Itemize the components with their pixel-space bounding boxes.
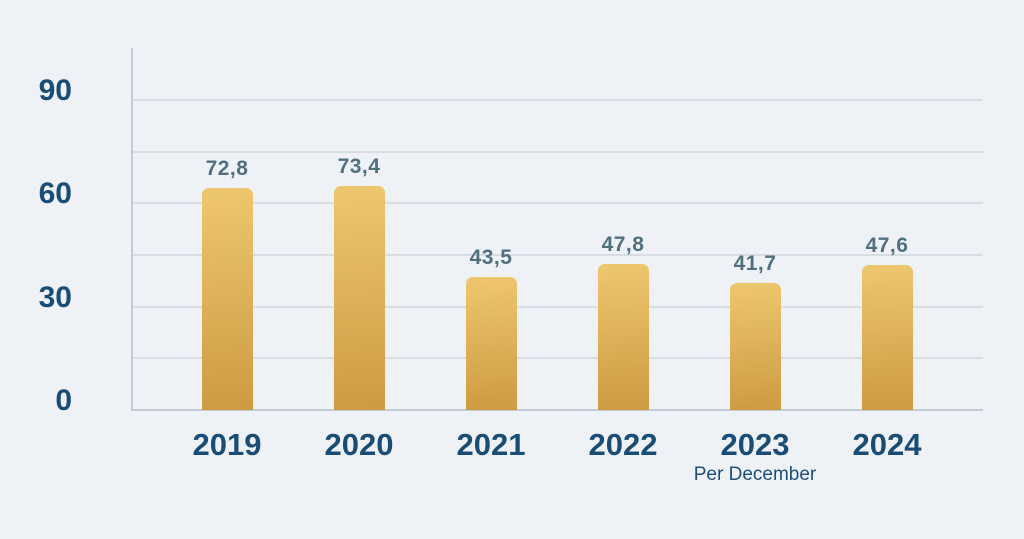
x-tick-2023: 2023: [720, 427, 790, 462]
bar-value-label-2022: 47,8: [601, 233, 645, 257]
bar-2022: [597, 264, 649, 410]
gridline-60: [133, 202, 983, 204]
gridline-90: [133, 99, 983, 101]
x-tick-2022: 2022: [588, 427, 658, 462]
x-tick-2021: 2021: [456, 427, 526, 462]
y-axis-line: [131, 48, 133, 410]
bar-column-2020: 73,4: [293, 155, 425, 410]
bar-value-label-2023: 41,7: [733, 251, 777, 275]
bar-2020: [333, 186, 385, 410]
y-tick-90: 90: [38, 74, 72, 107]
gridline-45: [133, 254, 983, 256]
bar-column-2024: 47,6: [821, 234, 953, 410]
bar-2024: [861, 264, 913, 410]
bar-value-label-2020: 73,4: [337, 155, 381, 179]
bar-column-2019: 72,8: [161, 157, 293, 410]
x-axis-line: [131, 409, 983, 411]
y-tick-0: 0: [55, 384, 72, 417]
bar-value-label-2019: 72,8: [205, 157, 249, 180]
bar-2019: [201, 188, 253, 410]
gridline-75: [133, 151, 983, 153]
x-tick-2020: 2020: [324, 427, 394, 462]
bar-column-2022: 47,8: [557, 233, 689, 410]
bar-2021: [465, 277, 517, 410]
gridline-15: [133, 357, 983, 359]
bar-2023: [729, 282, 781, 410]
gridline-30: [133, 306, 983, 308]
x-tick-2024: 2024: [852, 427, 922, 462]
x-tick-2019: 2019: [192, 427, 262, 462]
y-tick-30: 30: [38, 281, 72, 314]
x-axis-note: Per December: [693, 464, 817, 485]
bar-value-label-2024: 47,6: [865, 233, 909, 257]
bar-column-2021: 43,5: [425, 246, 557, 410]
y-tick-60: 60: [38, 177, 72, 210]
bar-value-label-2021: 43,5: [469, 246, 513, 270]
bar-column-2023: 41,7: [689, 252, 821, 410]
